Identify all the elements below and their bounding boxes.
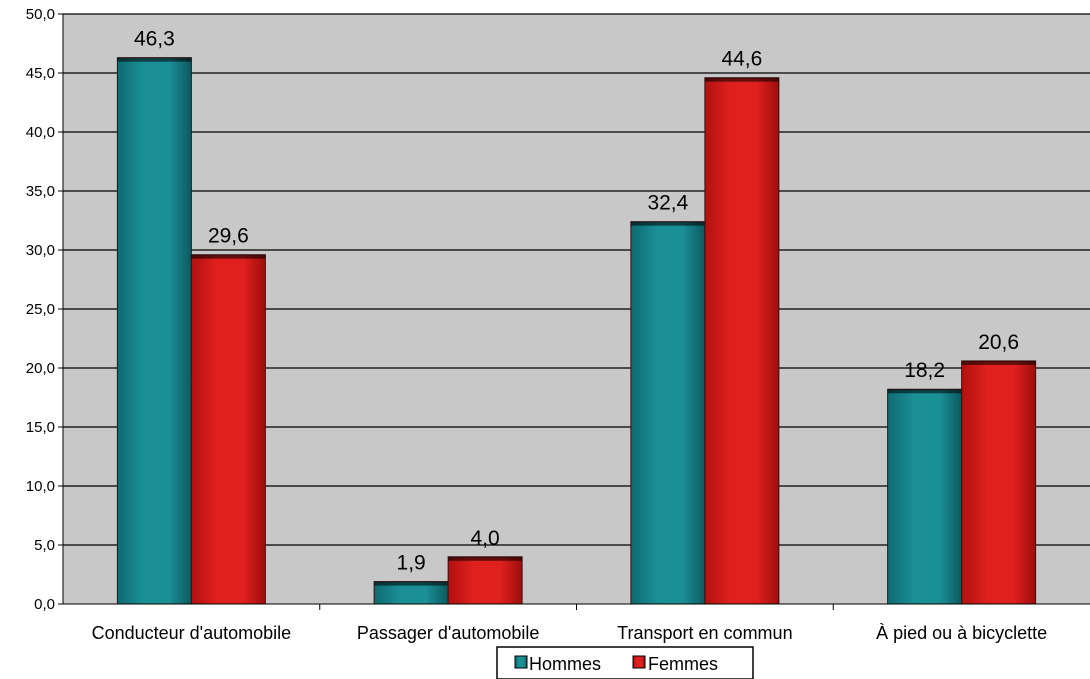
bar-hommes — [887, 388, 963, 605]
bar-top-edge — [374, 581, 449, 586]
bar-top-edge — [117, 57, 192, 62]
bar-body — [961, 360, 1037, 605]
data-label: 44,6 — [721, 48, 762, 71]
bar-body — [190, 254, 266, 605]
y-tick-label: 50,0 — [26, 6, 55, 23]
legend-box — [496, 646, 754, 679]
bar-top-edge — [191, 254, 266, 259]
bar-hommes — [373, 581, 449, 605]
y-axis-ticks: 0,0 5,0 10,0 15,0 20,0 25,0 30,0 35,0 40,0 45,0 50… — [26, 6, 63, 613]
bar-body — [630, 221, 706, 605]
bar-body — [447, 556, 523, 605]
y-tick-label: 10,0 — [26, 478, 55, 495]
y-tick-label: 35,0 — [26, 183, 55, 200]
data-label: 32,4 — [647, 192, 688, 215]
bar-body — [887, 388, 963, 605]
y-tick-label: 5,0 — [34, 537, 55, 554]
x-tick-label: Transport en commun — [617, 623, 792, 643]
bar-hommes — [116, 57, 192, 605]
legend: Hommes Femmes — [496, 646, 754, 679]
data-label: 1,9 — [397, 552, 426, 575]
y-tick-label: 0,0 — [34, 596, 55, 613]
legend-swatch-hommes — [514, 655, 528, 669]
y-tick-label: 25,0 — [26, 301, 55, 318]
data-labels: 46,3 29,6 1,9 4,0 32,4 44,6 18,2 20,6 — [134, 28, 1019, 575]
y-tick-label: 45,0 — [26, 65, 55, 82]
bar-top-edge — [961, 360, 1036, 365]
y-tick-label: 30,0 — [26, 242, 55, 259]
legend-swatch-femmes — [632, 655, 646, 669]
y-tick-label: 20,0 — [26, 360, 55, 377]
x-tick-label: À pied ou à bicyclette — [876, 623, 1047, 643]
data-label: 20,6 — [978, 331, 1019, 354]
bar-femmes — [961, 360, 1037, 605]
bar-femmes — [447, 556, 523, 605]
bar-top-edge — [630, 221, 705, 226]
x-tick-label: Passager d'automobile — [357, 623, 540, 643]
x-tick-label: Conducteur d'automobile — [92, 623, 292, 643]
bar-body — [704, 77, 780, 605]
bar-top-edge — [448, 556, 523, 561]
legend-label-femmes: Femmes — [648, 654, 718, 674]
bar-top-edge — [887, 389, 962, 394]
bar-top-edge — [704, 77, 779, 82]
legend-label-hommes: Hommes — [529, 654, 601, 674]
bar-femmes — [190, 254, 266, 605]
bar-body — [116, 57, 192, 605]
bar-femmes — [704, 77, 780, 605]
data-label: 46,3 — [134, 28, 175, 51]
y-tick-label: 40,0 — [26, 124, 55, 141]
x-axis-ticks: Conducteur d'automobile Passager d'automo… — [92, 604, 1047, 643]
data-label: 18,2 — [904, 359, 945, 382]
bars — [116, 57, 1037, 605]
y-tick-label: 15,0 — [26, 419, 55, 436]
data-label: 29,6 — [208, 225, 249, 248]
data-label: 4,0 — [471, 527, 500, 550]
bar-hommes — [630, 221, 706, 605]
